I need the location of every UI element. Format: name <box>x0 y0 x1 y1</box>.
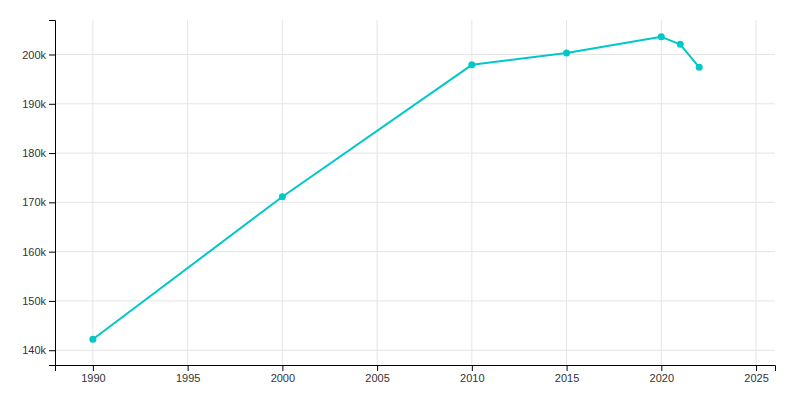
y-tick: 190k <box>22 98 55 110</box>
plot-area: 1990 1995 2000 2005 2010 2015 2020 2025 140k 150k… <box>22 20 775 384</box>
y-tick-label: 190k <box>22 98 46 110</box>
y-tick-mark <box>49 55 55 56</box>
point <box>468 61 475 68</box>
y-tick: 140k <box>22 344 55 356</box>
y-tick-mark <box>49 202 55 203</box>
y-axis: 140k 150k 160k 170k 180k 190k 200k <box>22 21 55 366</box>
x-tick-label: 1990 <box>81 372 105 384</box>
y-tick-mark <box>49 104 55 105</box>
x-tick-label: 1995 <box>176 372 200 384</box>
y-tick: 170k <box>22 196 55 208</box>
line <box>93 37 699 339</box>
x-grid-line <box>187 20 188 365</box>
x-tick-mark <box>377 365 378 371</box>
y-tick: 160k <box>22 246 55 258</box>
chart: 1990 1995 2000 2005 2010 2015 2020 2025 140k 150k… <box>0 0 800 400</box>
point <box>696 64 703 71</box>
y-grid-line <box>55 54 775 55</box>
x-grid-line <box>282 20 283 365</box>
x-tick-label: 2005 <box>365 372 389 384</box>
x-tick: 2005 <box>365 365 389 384</box>
y-tick-mark <box>49 153 55 154</box>
y-tick: 150k <box>22 295 55 307</box>
x-tick-label: 2000 <box>271 372 295 384</box>
series <box>89 33 702 342</box>
x-tick-mark <box>567 365 568 371</box>
x-tick-label: 2020 <box>650 372 674 384</box>
x-tick: 2000 <box>271 365 295 384</box>
y-grid-line <box>55 300 775 301</box>
y-tick-mark <box>49 252 55 253</box>
x-tick: 1990 <box>81 365 105 384</box>
x-tick-mark <box>188 365 189 371</box>
x-grid-line <box>661 20 662 365</box>
x-axis-line <box>56 366 776 372</box>
x-tick-mark <box>472 365 473 371</box>
y-tick-label: 180k <box>22 147 46 159</box>
grid <box>55 20 775 365</box>
y-tick-label: 150k <box>22 295 46 307</box>
x-grid-line <box>377 20 378 365</box>
x-grid-line <box>92 20 93 365</box>
point <box>89 336 96 343</box>
y-tick-mark <box>49 301 55 302</box>
y-grid-line <box>55 202 775 203</box>
y-tick-mark <box>49 350 55 351</box>
y-grid-line <box>55 350 775 351</box>
x-grid-line <box>471 20 472 365</box>
x-tick-label: 2025 <box>744 372 768 384</box>
x-tick: 2025 <box>744 365 768 384</box>
y-tick: 180k <box>22 147 55 159</box>
x-grid-line <box>566 20 567 365</box>
point <box>658 33 665 40</box>
x-tick-label: 2010 <box>460 372 484 384</box>
point <box>677 41 684 48</box>
y-grid-line <box>55 153 775 154</box>
x-tick: 2015 <box>555 365 579 384</box>
y-tick-label: 140k <box>22 344 46 356</box>
y-tick-label: 170k <box>22 196 46 208</box>
x-grid-line <box>756 20 757 365</box>
x-tick: 2010 <box>460 365 484 384</box>
y-tick-label: 160k <box>22 246 46 258</box>
x-tick: 2020 <box>650 365 674 384</box>
y-tick: 200k <box>22 49 55 61</box>
y-axis-line <box>49 21 56 366</box>
point <box>563 49 570 56</box>
x-tick: 1995 <box>176 365 200 384</box>
x-axis: 1990 1995 2000 2005 2010 2015 2020 2025 <box>56 365 776 384</box>
point <box>279 193 286 200</box>
x-tick-mark <box>282 365 283 371</box>
x-tick-mark <box>661 365 662 371</box>
y-tick-label: 200k <box>22 49 46 61</box>
x-tick-mark <box>93 365 94 371</box>
y-grid-line <box>55 251 775 252</box>
x-tick-label: 2015 <box>555 372 579 384</box>
x-tick-mark <box>756 365 757 371</box>
